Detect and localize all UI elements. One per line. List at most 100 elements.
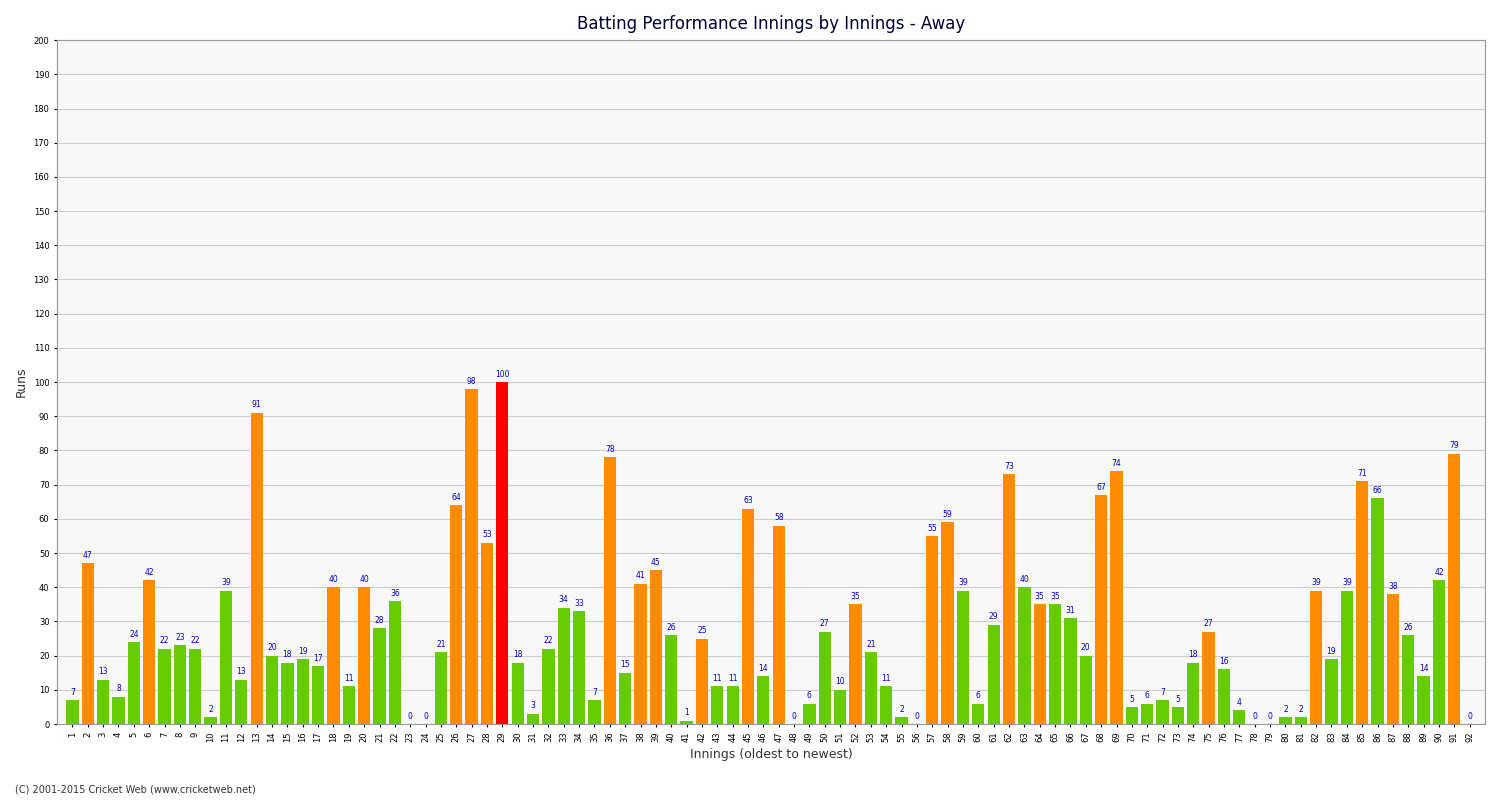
Bar <box>1371 498 1383 724</box>
Text: 7: 7 <box>70 688 75 697</box>
Text: 27: 27 <box>1204 619 1214 628</box>
Text: 23: 23 <box>176 633 184 642</box>
Text: 6: 6 <box>807 691 812 700</box>
Bar <box>1110 471 1122 724</box>
Bar <box>543 649 555 724</box>
Bar <box>742 509 754 724</box>
Bar <box>482 543 494 724</box>
Bar <box>297 659 309 724</box>
Text: 14: 14 <box>1419 664 1428 673</box>
Text: 22: 22 <box>190 637 200 646</box>
Bar <box>1356 482 1368 724</box>
Bar <box>512 662 524 724</box>
Text: 7: 7 <box>1160 688 1166 697</box>
Bar <box>588 700 600 724</box>
Bar <box>1034 604 1046 724</box>
Bar <box>1004 474 1016 724</box>
Text: 38: 38 <box>1388 582 1398 590</box>
Text: 71: 71 <box>1358 469 1366 478</box>
Text: 39: 39 <box>1311 578 1322 587</box>
Text: 6: 6 <box>1144 691 1149 700</box>
Bar <box>1326 659 1338 724</box>
Text: 2: 2 <box>1282 705 1288 714</box>
Text: 35: 35 <box>1050 592 1060 601</box>
Bar <box>142 581 156 724</box>
Text: 11: 11 <box>344 674 354 683</box>
Bar <box>1065 618 1077 724</box>
Text: 27: 27 <box>821 619 830 628</box>
Text: 64: 64 <box>452 493 460 502</box>
Text: 26: 26 <box>1404 622 1413 632</box>
Bar <box>849 604 861 724</box>
Text: 35: 35 <box>1035 592 1044 601</box>
Text: 16: 16 <box>1220 657 1228 666</box>
Bar <box>558 608 570 724</box>
Text: 34: 34 <box>560 595 568 604</box>
Text: 42: 42 <box>144 568 154 577</box>
Text: 11: 11 <box>728 674 738 683</box>
Bar <box>942 522 954 724</box>
Bar <box>819 632 831 724</box>
Text: 91: 91 <box>252 401 261 410</box>
Text: 15: 15 <box>621 660 630 670</box>
Bar <box>388 601 400 724</box>
Text: 79: 79 <box>1449 442 1460 450</box>
Text: 45: 45 <box>651 558 662 566</box>
Bar <box>864 652 877 724</box>
Bar <box>681 721 693 724</box>
Bar <box>128 642 140 724</box>
Text: 22: 22 <box>543 637 554 646</box>
Bar <box>804 703 816 724</box>
Text: 11: 11 <box>882 674 891 683</box>
Bar <box>1095 495 1107 724</box>
Bar <box>664 635 678 724</box>
Bar <box>98 679 109 724</box>
Bar <box>1203 632 1215 724</box>
Bar <box>189 649 201 724</box>
Bar <box>251 413 262 724</box>
Text: 31: 31 <box>1065 606 1076 614</box>
Text: 0: 0 <box>792 712 796 721</box>
Text: 18: 18 <box>1188 650 1198 659</box>
Bar <box>896 718 908 724</box>
Bar <box>204 718 218 724</box>
Bar <box>711 686 723 724</box>
Text: 21: 21 <box>865 640 876 649</box>
Bar <box>987 625 1000 724</box>
Bar <box>1172 707 1184 724</box>
Text: (C) 2001-2015 Cricket Web (www.cricketweb.net): (C) 2001-2015 Cricket Web (www.cricketwe… <box>15 784 255 794</box>
Bar <box>496 382 508 724</box>
Text: 13: 13 <box>99 667 108 676</box>
Text: 39: 39 <box>958 578 968 587</box>
Title: Batting Performance Innings by Innings - Away: Batting Performance Innings by Innings -… <box>578 15 964 33</box>
Text: 29: 29 <box>988 613 999 622</box>
Text: 13: 13 <box>237 667 246 676</box>
Bar <box>1125 707 1138 724</box>
Bar <box>327 587 339 724</box>
Bar <box>342 686 355 724</box>
Text: 0: 0 <box>423 712 427 721</box>
Text: 40: 40 <box>1020 575 1029 584</box>
Text: 20: 20 <box>1082 643 1090 652</box>
Text: 0: 0 <box>1268 712 1272 721</box>
Bar <box>174 646 186 724</box>
Bar <box>1310 590 1322 724</box>
Bar <box>1156 700 1168 724</box>
Bar <box>1186 662 1200 724</box>
Text: 10: 10 <box>836 678 844 686</box>
Text: 22: 22 <box>160 637 170 646</box>
Bar <box>1048 604 1060 724</box>
Text: 42: 42 <box>1434 568 1444 577</box>
Text: 5: 5 <box>1130 694 1134 703</box>
Text: 0: 0 <box>915 712 920 721</box>
Bar <box>1080 656 1092 724</box>
Bar <box>1402 635 1414 724</box>
Bar <box>1341 590 1353 724</box>
Text: 39: 39 <box>220 578 231 587</box>
Text: 36: 36 <box>390 589 399 598</box>
Text: 0: 0 <box>408 712 413 721</box>
Text: 78: 78 <box>604 445 615 454</box>
Text: 18: 18 <box>282 650 292 659</box>
Text: 74: 74 <box>1112 458 1122 467</box>
Text: 100: 100 <box>495 370 510 378</box>
